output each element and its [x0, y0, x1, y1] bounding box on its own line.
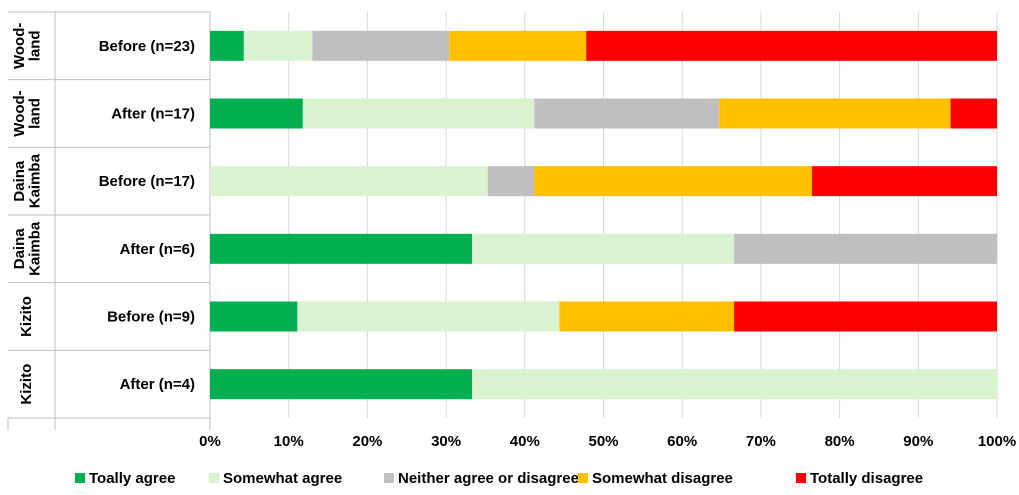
bar-segment-4	[950, 98, 997, 129]
x-tick-label: 30%	[431, 433, 461, 450]
bar-segment-0	[210, 30, 244, 61]
legend-label: Totally disagree	[810, 470, 923, 487]
bar-segment-4	[586, 30, 997, 61]
group-label: DainaKaimba	[11, 221, 44, 276]
bar-segment-2	[312, 30, 450, 61]
group-label-line: Kaimba	[27, 153, 44, 208]
bar-segment-2	[487, 166, 535, 197]
x-tick-label: 40%	[510, 433, 540, 450]
row-label: Before (n=9)	[107, 309, 195, 326]
bar-segment-4	[812, 166, 997, 197]
group-label-line: land	[27, 30, 44, 61]
x-tick-label: 70%	[746, 433, 776, 450]
bar-segment-3	[719, 98, 951, 129]
row-label: Before (n=17)	[99, 173, 195, 190]
group-label: DainaKaimba	[11, 153, 44, 208]
bar-segment-2	[534, 98, 720, 129]
bar-segment-1	[243, 30, 313, 61]
legend-swatch	[75, 473, 85, 483]
legend-swatch	[384, 473, 394, 483]
legend-label: Somewhat disagree	[592, 470, 733, 487]
x-tick-label: 20%	[352, 433, 382, 450]
row-label: After (n=6)	[120, 241, 195, 258]
x-tick-label: 10%	[274, 433, 304, 450]
group-label: Kizito	[18, 364, 35, 405]
group-label-line: Kaimba	[27, 221, 44, 276]
bar-segment-0	[210, 233, 473, 264]
group-label-line: Daina	[11, 228, 28, 270]
group-label-line: Wood-	[11, 23, 28, 69]
x-tick-label: 50%	[588, 433, 618, 450]
bar-segment-1	[472, 233, 735, 264]
row-label: After (n=17)	[111, 106, 195, 123]
group-label-line: Wood-	[11, 90, 28, 136]
x-tick-label: 90%	[903, 433, 933, 450]
group-label: Kizito	[18, 296, 35, 337]
group-label: Wood-land	[11, 23, 44, 69]
x-tick-label: 80%	[825, 433, 855, 450]
legend-swatch	[209, 473, 219, 483]
bar-segment-0	[210, 301, 298, 332]
group-label-line: Kizito	[18, 296, 35, 337]
group-label: Wood-land	[11, 90, 44, 136]
bar-segment-3	[449, 30, 587, 61]
legend-label: Somewhat agree	[223, 470, 342, 487]
x-tick-label: 60%	[667, 433, 697, 450]
x-tick-label: 100%	[978, 433, 1016, 450]
bar-segment-1	[472, 369, 997, 400]
bar-segment-2	[734, 233, 997, 264]
row-label: Before (n=23)	[99, 38, 195, 55]
legend-label: Neither agree or disagree	[398, 470, 579, 487]
x-tick-label: 0%	[199, 433, 221, 450]
bar-segment-1	[210, 166, 488, 197]
legend-swatch	[578, 473, 588, 483]
row-label: After (n=4)	[120, 376, 195, 393]
bar-segment-3	[559, 301, 735, 332]
bar-segment-0	[210, 98, 303, 129]
group-label-line: Kizito	[18, 364, 35, 405]
bar-segment-3	[534, 166, 813, 197]
legend-swatch	[796, 473, 806, 483]
group-label-line: Daina	[11, 160, 28, 202]
legend-label: Toally agree	[89, 470, 175, 487]
bar-segment-4	[734, 301, 997, 332]
bar-segment-1	[302, 98, 535, 129]
bar-segment-0	[210, 369, 473, 400]
bar-segment-1	[297, 301, 560, 332]
group-label-line: land	[27, 98, 44, 129]
